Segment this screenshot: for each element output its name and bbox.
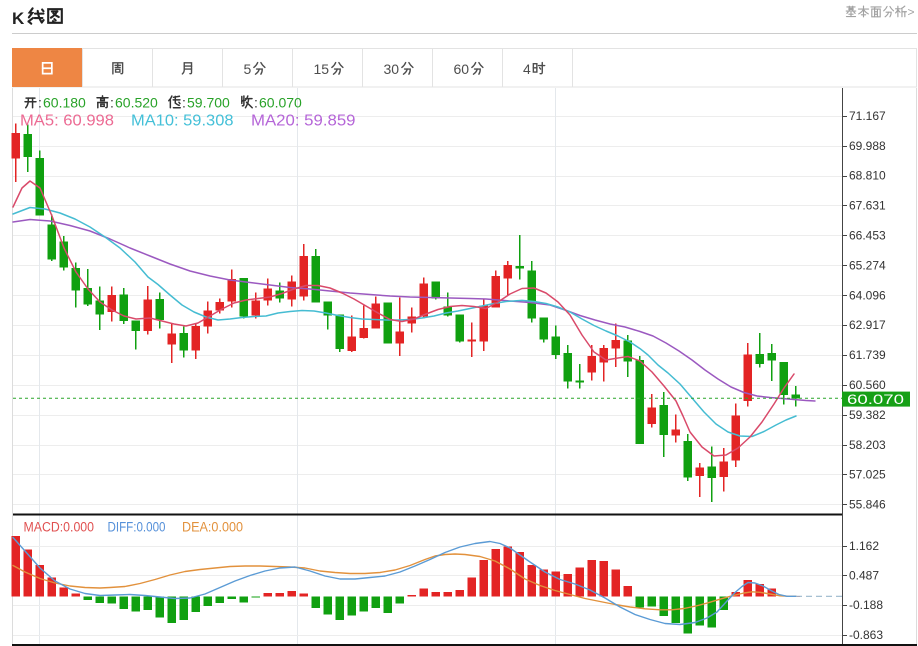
- svg-text:MA10: 59.308: MA10: 59.308: [131, 113, 234, 130]
- svg-text:0.487: 0.487: [849, 569, 879, 583]
- svg-text:60.070: 60.070: [259, 95, 302, 111]
- svg-text:60.520: 60.520: [115, 95, 158, 111]
- svg-text:64.096: 64.096: [849, 288, 886, 302]
- svg-text:15: 15: [314, 61, 330, 77]
- svg-text:59.700: 59.700: [187, 95, 230, 111]
- svg-text:62.917: 62.917: [849, 318, 886, 332]
- svg-text::: :: [110, 95, 114, 111]
- svg-text:58.203: 58.203: [849, 438, 886, 452]
- svg-text:>: >: [908, 5, 915, 19]
- svg-text:71.167: 71.167: [849, 109, 886, 123]
- svg-text::: :: [38, 95, 42, 111]
- svg-text:67.631: 67.631: [849, 199, 886, 213]
- svg-text:1.162: 1.162: [849, 539, 879, 553]
- svg-text:66.453: 66.453: [849, 229, 886, 243]
- svg-text::: :: [254, 95, 258, 111]
- svg-text:60.180: 60.180: [43, 95, 86, 111]
- svg-text:DIFF:0.000: DIFF:0.000: [108, 520, 166, 535]
- svg-text:DEA:0.000: DEA:0.000: [182, 520, 243, 535]
- svg-text:-0.863: -0.863: [849, 628, 883, 642]
- svg-text:60.560: 60.560: [849, 378, 886, 392]
- svg-text:59.382: 59.382: [849, 408, 886, 422]
- svg-text:30: 30: [384, 61, 400, 77]
- svg-text:55.846: 55.846: [849, 498, 886, 512]
- svg-text:61.739: 61.739: [849, 348, 886, 362]
- svg-text:5: 5: [244, 61, 252, 77]
- svg-text:MACD:0.000: MACD:0.000: [24, 520, 95, 535]
- svg-text:65.274: 65.274: [849, 258, 886, 272]
- svg-text:K: K: [12, 9, 25, 28]
- svg-text:MA5: 60.998: MA5: 60.998: [20, 113, 114, 130]
- svg-text:-0.188: -0.188: [849, 598, 883, 612]
- svg-text:68.810: 68.810: [849, 169, 886, 183]
- svg-text:60: 60: [454, 61, 470, 77]
- svg-text:MA20: 59.859: MA20: 59.859: [251, 113, 356, 130]
- svg-text:69.988: 69.988: [849, 139, 886, 153]
- svg-text::: :: [182, 95, 186, 111]
- svg-text:57.025: 57.025: [849, 468, 886, 482]
- svg-text:60.070: 60.070: [847, 392, 904, 407]
- svg-text:4: 4: [523, 61, 531, 77]
